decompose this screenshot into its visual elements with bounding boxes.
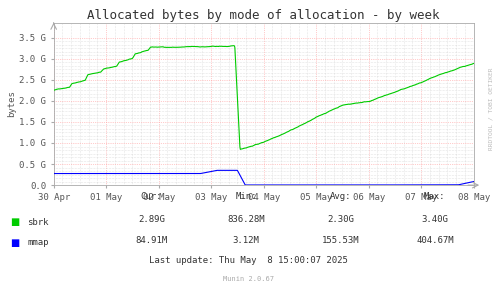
Text: Max:: Max: (424, 193, 446, 201)
Text: sbrk: sbrk (27, 218, 49, 227)
Text: 3.40G: 3.40G (421, 216, 448, 224)
Text: ■: ■ (10, 218, 19, 227)
Text: 155.53M: 155.53M (322, 236, 359, 245)
Text: Cur:: Cur: (141, 193, 163, 201)
Text: Min:: Min: (235, 193, 257, 201)
Text: 2.30G: 2.30G (327, 216, 354, 224)
Text: RRDTOOL / TOBI OETIKER: RRDTOOL / TOBI OETIKER (488, 68, 493, 150)
Text: Munin 2.0.67: Munin 2.0.67 (223, 276, 274, 282)
Text: mmap: mmap (27, 238, 49, 247)
Text: 836.28M: 836.28M (227, 216, 265, 224)
Text: 2.89G: 2.89G (138, 216, 165, 224)
Text: Avg:: Avg: (330, 193, 351, 201)
Y-axis label: bytes: bytes (7, 91, 16, 117)
Text: 84.91M: 84.91M (136, 236, 167, 245)
Text: ■: ■ (10, 238, 19, 247)
Text: Last update: Thu May  8 15:00:07 2025: Last update: Thu May 8 15:00:07 2025 (149, 256, 348, 265)
Text: 404.67M: 404.67M (416, 236, 454, 245)
Text: 3.12M: 3.12M (233, 236, 259, 245)
Title: Allocated bytes by mode of allocation - by week: Allocated bytes by mode of allocation - … (87, 9, 440, 22)
